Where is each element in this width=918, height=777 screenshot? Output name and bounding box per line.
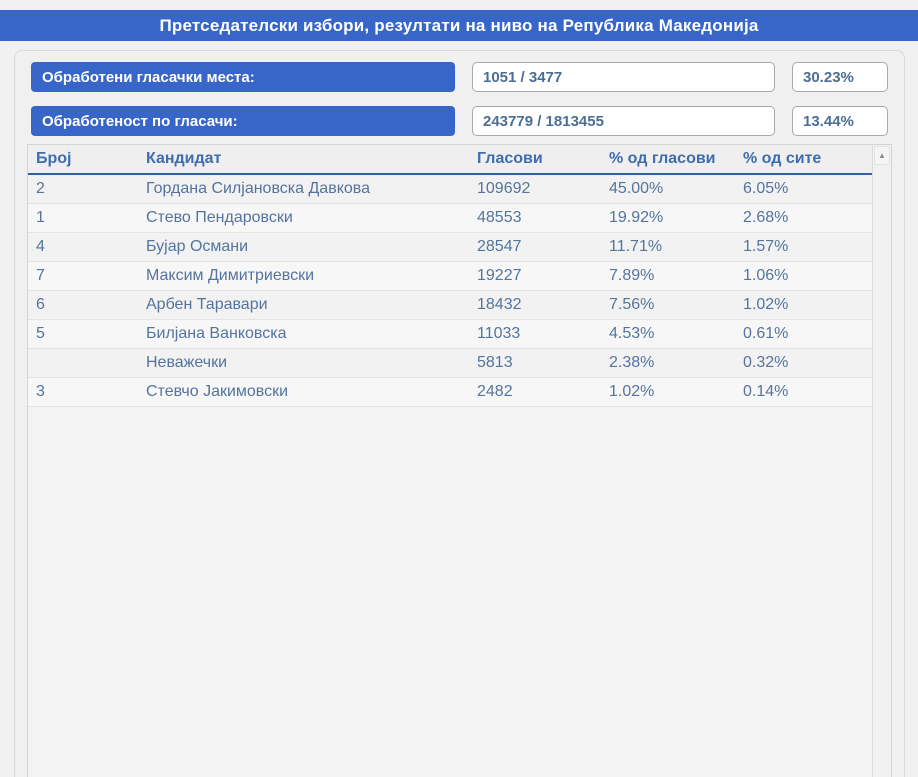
table-header-row: Број Кандидат Гласови % од гласови % од … [28, 145, 872, 175]
voters-percent-input[interactable] [792, 106, 888, 136]
polling-places-value-input[interactable] [472, 62, 775, 92]
cell-number: 4 [28, 232, 138, 262]
cell-votes: 2482 [469, 377, 601, 407]
table-row[interactable]: 4 Бујар Османи 28547 11.71% 1.57% [28, 232, 872, 262]
cell-pct-votes: 19.92% [601, 203, 735, 233]
cell-pct-votes: 45.00% [601, 174, 735, 204]
processed-voters-button[interactable]: Обработеност по гласачи: [31, 106, 455, 136]
cell-number: 3 [28, 377, 138, 407]
cell-votes: 11033 [469, 319, 601, 349]
cell-candidate: Неважечки [138, 348, 469, 378]
table-row[interactable]: 7 Максим Димитриевски 19227 7.89% 1.06% [28, 261, 872, 291]
table-row[interactable]: Неважечки 5813 2.38% 0.32% [28, 348, 872, 378]
cell-pct-all: 0.61% [735, 319, 872, 349]
results-table-container: Број Кандидат Гласови % од гласови % од … [27, 144, 892, 777]
table-row[interactable]: 3 Стевчо Јакимовски 2482 1.02% 0.14% [28, 377, 872, 407]
column-header-pct-all[interactable]: % од сите [735, 145, 872, 175]
cell-number: 2 [28, 174, 138, 204]
column-header-candidate[interactable]: Кандидат [138, 145, 469, 175]
cell-number: 6 [28, 290, 138, 320]
table-row[interactable]: 5 Билјана Ванковска 11033 4.53% 0.61% [28, 319, 872, 349]
processed-polling-places-button[interactable]: Обработени гласачки места: [31, 62, 455, 92]
title-bar: Претседателски избори, резултати на ниво… [0, 10, 918, 41]
cell-pct-all: 1.02% [735, 290, 872, 320]
cell-candidate: Гордана Силјановска Давкова [138, 174, 469, 204]
table-row[interactable]: 1 Стево Пендаровски 48553 19.92% 2.68% [28, 203, 872, 233]
cell-pct-all: 2.68% [735, 203, 872, 233]
table-row[interactable]: 2 Гордана Силјановска Давкова 109692 45.00%… [28, 174, 872, 204]
cell-pct-all: 1.06% [735, 261, 872, 291]
column-header-votes[interactable]: Гласови [469, 145, 601, 175]
cell-candidate: Максим Димитриевски [138, 261, 469, 291]
voters-value-input[interactable] [472, 106, 775, 136]
page-title: Претседателски избори, резултати на ниво… [159, 15, 759, 35]
cell-candidate: Арбен Таравари [138, 290, 469, 320]
column-header-number[interactable]: Број [28, 145, 138, 175]
cell-votes: 5813 [469, 348, 601, 378]
cell-candidate: Билјана Ванковска [138, 319, 469, 349]
cell-votes: 19227 [469, 261, 601, 291]
cell-candidate: Бујар Османи [138, 232, 469, 262]
processed-voters-label: Обработеност по гласачи: [42, 112, 238, 130]
cell-number: 5 [28, 319, 138, 349]
main-panel: Обработени гласачки места: Обработеност … [14, 50, 905, 777]
cell-pct-all: 0.14% [735, 377, 872, 407]
cell-number: 1 [28, 203, 138, 233]
cell-number: 7 [28, 261, 138, 291]
polling-places-percent-input[interactable] [792, 62, 888, 92]
cell-pct-all: 0.32% [735, 348, 872, 378]
cell-votes: 28547 [469, 232, 601, 262]
scroll-up-button[interactable]: ▲ [874, 146, 890, 165]
cell-pct-votes: 2.38% [601, 348, 735, 378]
table-row[interactable]: 6 Арбен Таравари 18432 7.56% 1.02% [28, 290, 872, 320]
cell-pct-votes: 1.02% [601, 377, 735, 407]
column-header-pct-votes[interactable]: % од гласови [601, 145, 735, 175]
cell-pct-votes: 4.53% [601, 319, 735, 349]
stat-row-polling-places: Обработени гласачки места: [31, 62, 888, 92]
cell-votes: 18432 [469, 290, 601, 320]
cell-candidate: Стево Пендаровски [138, 203, 469, 233]
cell-pct-votes: 7.89% [601, 261, 735, 291]
up-arrow-icon: ▲ [878, 151, 886, 160]
cell-votes: 48553 [469, 203, 601, 233]
cell-number [28, 348, 138, 378]
stat-row-voters: Обработеност по гласачи: [31, 106, 888, 136]
table-scrollbar[interactable]: ▲ [872, 145, 891, 777]
cell-pct-votes: 7.56% [601, 290, 735, 320]
processed-polling-places-label: Обработени гласачки места: [42, 68, 255, 86]
cell-pct-all: 1.57% [735, 232, 872, 262]
cell-candidate: Стевчо Јакимовски [138, 377, 469, 407]
results-table: Број Кандидат Гласови % од гласови % од … [28, 145, 872, 407]
cell-pct-all: 6.05% [735, 174, 872, 204]
cell-pct-votes: 11.71% [601, 232, 735, 262]
cell-votes: 109692 [469, 174, 601, 204]
